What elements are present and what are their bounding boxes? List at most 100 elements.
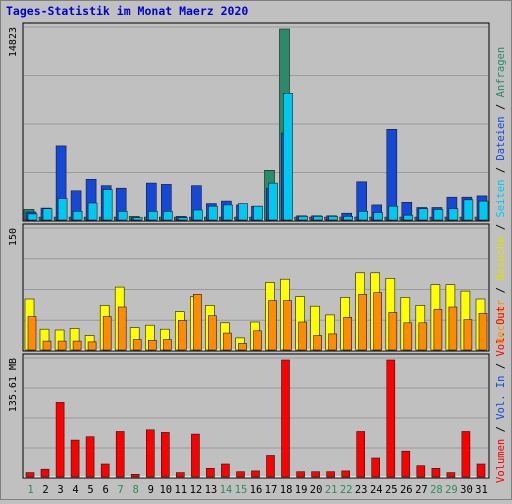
x-tick-day-12: 12 [190,484,203,496]
x-tick-day-5: 5 [87,484,93,496]
x-tick-day-22: 22 [340,484,353,496]
legend-lower: Volumen / Vol. In / Vol. Out [495,306,507,483]
x-tick-day-25: 25 [385,484,398,496]
bar-rechner-day-23 [358,293,368,351]
bar-rechner-day-16 [253,330,262,351]
bar-seiten-day-2 [42,208,53,221]
panel-requests-files-pages: 14823 [8,22,490,222]
legend-separator: / [495,218,507,237]
bar-rechner-day-1 [27,316,37,351]
bar-rechner-day-18 [283,300,292,351]
bar-seiten-day-12 [193,209,203,221]
bar-volumen-day-18 [281,359,290,478]
bar-volumen-day-23 [356,431,366,478]
bar-rechner-day-24 [373,292,383,351]
bar-rechner-day-14 [223,332,232,351]
bar-rechner-day-9 [148,339,157,351]
legend-separator: / [495,161,507,180]
bar-rechner-day-12 [193,293,202,351]
bar-volumen-day-12 [191,433,200,478]
legend-separator: / [495,281,507,300]
bar-rechner-day-8 [132,339,142,351]
bar-rechner-day-31 [478,312,488,351]
bar-volumen-day-24 [371,457,381,478]
bar-seiten-day-13 [208,205,218,221]
bar-seiten-day-5 [87,202,98,221]
bar-volumen-day-14 [221,463,230,478]
x-tick-day-4: 4 [72,484,78,496]
bar-rechner-day-7 [117,306,127,351]
bar-volumen-day-16 [251,470,260,478]
bar-seiten-day-31 [478,200,489,221]
y-max-label: 150 [8,228,19,246]
bar-seiten-day-7 [117,211,128,221]
x-tick-day-6: 6 [103,484,109,496]
legend-entry-dateien: Dateien [495,116,507,160]
bar-rechner-day-27 [418,322,428,351]
bar-volumen-day-3 [55,402,65,478]
bar-rechner-day-22 [343,316,353,351]
bar-volumen-day-29 [446,472,456,478]
legend-upper-text: Rechner / Besuche / Seiten / Dateien / A… [495,47,507,344]
bar-volumen-day-5 [85,436,95,478]
bar-volumen-day-31 [476,463,486,478]
legend-separator: / [495,357,507,376]
x-tick-day-9: 9 [148,484,154,496]
bar-volumen-day-2 [40,468,50,478]
bar-seiten-day-18 [283,93,293,221]
bar-volumen-day-21 [326,471,335,478]
legend-lower-text: Volumen / Vol. In / Vol. Out [495,306,507,483]
bar-seiten-day-14 [223,204,233,221]
bar-seiten-day-4 [72,211,83,221]
x-tick-day-17: 17 [265,484,278,496]
legend-entry-besuche: Besuche [495,237,507,281]
bar-rechner-day-19 [298,321,307,351]
bar-seiten-day-3 [57,198,68,221]
x-tick-day-10: 10 [159,484,172,496]
bar-volumen-day-4 [70,439,80,478]
bar-rechner-day-11 [178,320,187,351]
x-tick-day-24: 24 [370,484,383,496]
bar-seiten-day-21 [328,216,338,221]
y-max-label: 14823 [8,27,19,57]
legend-entry-volumen: Volumen [495,439,507,483]
x-tick-day-31: 31 [475,484,488,496]
bar-seiten-day-1 [27,213,38,221]
bar-rechner-day-17 [268,300,277,351]
bar-volumen-day-25 [386,359,396,478]
x-tick-day-18: 18 [280,484,293,496]
bar-volumen-day-10 [161,432,170,478]
bar-seiten-day-6 [102,189,113,221]
bar-seiten-day-23 [358,211,369,221]
bar-seiten-day-19 [298,216,308,221]
panel-background [22,353,490,479]
bar-seiten-day-9 [148,211,158,221]
bar-seiten-day-20 [313,216,323,221]
x-tick-day-30: 30 [460,484,473,496]
x-axis-day-labels: 1 2 3 4 5 6 7 8 9 10 11 12 13 14 15 16 17 18 19 20 21 22 23 24 2… [27,484,487,496]
bar-volumen-day-20 [311,471,320,478]
bar-seiten-day-27 [418,208,429,221]
bar-seiten-day-25 [388,205,399,221]
x-tick-day-21: 21 [325,484,338,496]
bar-seiten-day-22 [343,216,354,221]
bar-seiten-day-8 [132,217,143,221]
bar-rechner-day-6 [102,316,112,351]
bar-rechner-day-10 [163,339,172,351]
bar-rechner-day-29 [448,306,458,351]
bar-rechner-day-26 [403,322,413,351]
x-tick-day-16: 16 [250,484,263,496]
x-tick-day-2: 2 [42,484,48,496]
x-tick-day-26: 26 [400,484,413,496]
x-tick-day-27: 27 [415,484,428,496]
bar-rechner-day-28 [433,308,443,351]
bar-rechner-day-20 [313,335,322,351]
legend-entry-seiten: Seiten [495,180,507,218]
bar-rechner-day-30 [463,319,473,351]
bar-rechner-day-2 [42,340,52,351]
y-max-label: 135.61 MB [8,358,19,412]
x-tick-day-28: 28 [430,484,443,496]
legend-entry-rechner: Rechner [495,300,507,344]
